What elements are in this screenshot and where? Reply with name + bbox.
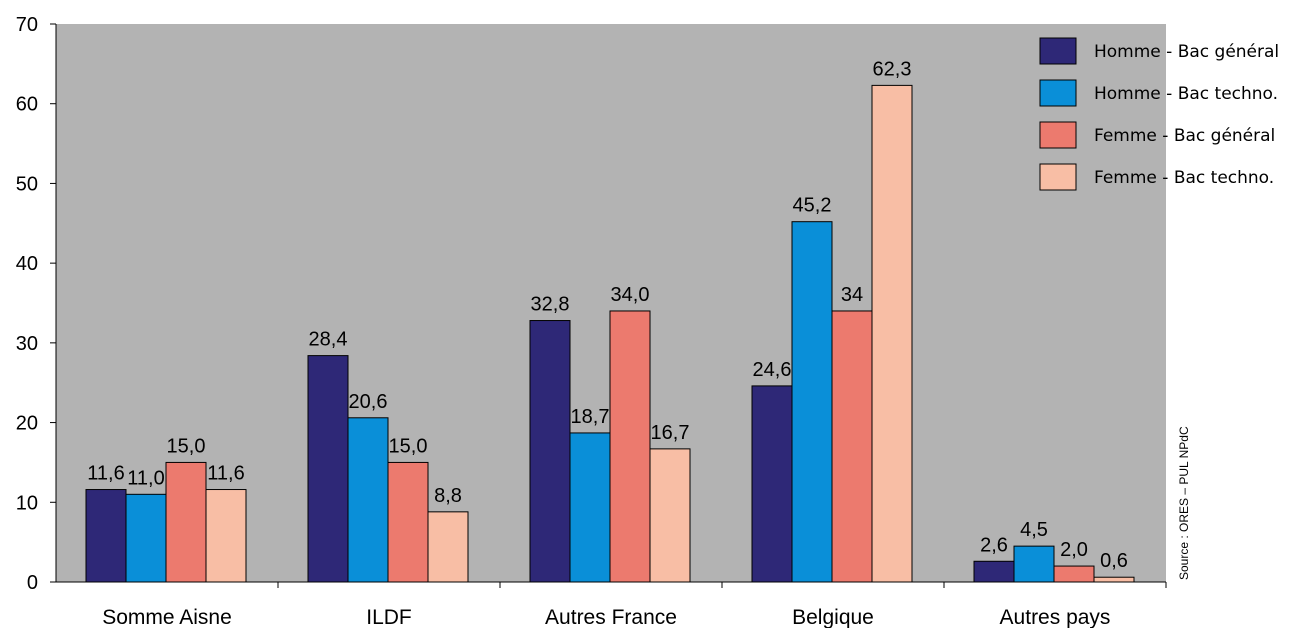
data-label: 15,0 — [167, 435, 206, 457]
legend-label: Femme - Bac techno. — [1094, 168, 1274, 188]
x-category-label: ILDF — [366, 606, 412, 628]
x-category-label: Belgique — [792, 606, 874, 628]
bar — [1093, 576, 1135, 583]
source-note: Source : ORES – PUL NPdC — [1177, 426, 1191, 580]
data-label: 11,6 — [207, 463, 244, 485]
bar — [569, 432, 611, 583]
data-label: 11,0 — [127, 467, 164, 489]
data-label: 34,0 — [611, 284, 650, 306]
data-label: 32,8 — [531, 294, 570, 316]
data-label: 2,0 — [1060, 539, 1088, 561]
bar — [529, 320, 571, 583]
data-label: 11,6 — [87, 463, 124, 485]
bar — [427, 511, 469, 583]
bar — [751, 385, 793, 583]
x-category-label: Somme Aisne — [102, 606, 232, 628]
bars-group — [85, 84, 1135, 583]
bar — [205, 489, 247, 583]
data-label: 45,2 — [793, 195, 832, 217]
y-tick-label: 50 — [16, 173, 38, 195]
legend-swatch — [1039, 37, 1077, 65]
bar — [85, 489, 127, 583]
data-label: 34 — [841, 284, 863, 306]
data-label: 0,6 — [1100, 550, 1128, 572]
y-tick-label: 0 — [27, 572, 38, 594]
legend-swatch — [1039, 121, 1077, 149]
data-label: 15,0 — [389, 435, 428, 457]
legend: Homme - Bac général Homme - Bac techno. Fe… — [1039, 37, 1279, 191]
data-labels-group: 11,6 11,015,011,628,420,615,08,832,818,73… — [87, 58, 1128, 572]
bar — [307, 355, 349, 583]
legend-swatch — [1039, 79, 1077, 107]
bar — [973, 560, 1015, 583]
data-label: 18,7 — [571, 406, 610, 428]
bar — [347, 417, 389, 583]
legend-swatch — [1039, 163, 1077, 191]
y-tick-label: 20 — [16, 413, 38, 435]
data-label: 20,6 — [349, 391, 388, 413]
y-tick-label: 40 — [16, 253, 38, 275]
bar — [831, 310, 873, 583]
y-tick-label: 30 — [16, 333, 38, 355]
data-label: 2,6 — [980, 534, 1008, 556]
data-label: 4,5 — [1020, 519, 1048, 541]
y-tick-label: 10 — [16, 492, 38, 514]
bar — [791, 221, 833, 583]
bar — [871, 84, 913, 583]
x-category-label: Autres France — [545, 606, 677, 628]
bar — [649, 448, 691, 583]
data-label: 16,7 — [651, 422, 690, 444]
bar — [125, 493, 167, 583]
bar — [165, 461, 207, 583]
bar — [1053, 565, 1095, 583]
bar — [387, 461, 429, 583]
data-label: 62,3 — [873, 58, 912, 80]
data-label: 24,6 — [753, 359, 792, 381]
bar — [1013, 545, 1055, 583]
legend-label: Homme - Bac techno. — [1094, 84, 1278, 104]
x-axis: Somme Aisne ILDF Autres France Belgique Autr… — [56, 581, 1167, 628]
y-axis: 0 10 20 30 40 50 60 70 — [16, 14, 57, 594]
y-tick-label: 70 — [16, 14, 38, 36]
y-tick-label: 60 — [16, 94, 38, 116]
data-label: 28,4 — [309, 329, 348, 351]
data-label: 8,8 — [434, 485, 462, 507]
bar — [609, 310, 651, 583]
legend-label: Homme - Bac général — [1094, 42, 1279, 62]
x-category-label: Autres pays — [1000, 606, 1111, 628]
legend-label: Femme - Bac général — [1094, 126, 1275, 146]
